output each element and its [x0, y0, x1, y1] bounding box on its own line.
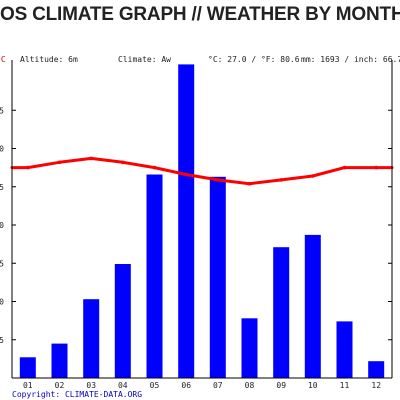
- month-label: 12: [371, 381, 381, 390]
- left-axis-tick-label: 5: [0, 336, 4, 345]
- left-axis-tick-label: 35: [0, 106, 4, 115]
- precipitation-bar: [241, 318, 258, 378]
- left-axis-tick-label: 30: [0, 145, 4, 154]
- temperature-point: [26, 165, 30, 170]
- precipitation-bar: [83, 299, 100, 378]
- temperature-point: [89, 156, 93, 161]
- left-axis-tick-label: 15: [0, 259, 4, 268]
- temperature-point: [311, 174, 315, 178]
- chart-axes: [11, 60, 393, 379]
- month-label: 09: [276, 381, 286, 390]
- temperature-point: [57, 160, 62, 165]
- page-title: OS CLIMATE GRAPH // WEATHER BY MONTH: [0, 4, 400, 25]
- temperature-point: [216, 178, 220, 182]
- month-label: 08: [245, 381, 255, 390]
- left-axis-tick-label: 20: [0, 221, 4, 230]
- temperature-point: [342, 165, 347, 170]
- climate-text: Climate: Aw: [118, 55, 171, 64]
- precipitation-bar: [146, 174, 163, 378]
- precipitation-total-text: mm: 1693 / inch: 66.7: [301, 55, 400, 64]
- temperature-line: [10, 156, 394, 186]
- month-tick-labels: 01 02 03 04 05 06 07 08 09 10 11 12: [23, 381, 381, 390]
- temperature-point: [121, 160, 125, 165]
- left-axis-unit: °C: [0, 55, 6, 64]
- left-axis-tick-labels: 5 10 15 20 25 30 35: [0, 106, 4, 344]
- temperature-average-text: °C: 27.0 / °F: 80.6: [208, 55, 300, 64]
- precipitation-bar: [273, 247, 290, 378]
- temperature-point: [184, 172, 188, 177]
- temperature-point: [247, 181, 252, 186]
- month-label: 06: [181, 381, 191, 390]
- copyright-text: Copyright: CLIMATE-DATA.ORG: [12, 390, 142, 399]
- month-label: 05: [150, 381, 160, 390]
- altitude-text: Altitude: 6m: [20, 55, 78, 64]
- temperature-line-layer: [10, 156, 394, 186]
- month-label: 10: [308, 381, 318, 390]
- precipitation-bar: [51, 343, 68, 378]
- precipitation-bar: [19, 357, 36, 378]
- temperature-point: [279, 178, 284, 182]
- precipitation-bar: [178, 64, 195, 379]
- month-label: 01: [23, 381, 33, 390]
- precipitation-bar: [368, 361, 385, 378]
- precipitation-bar: [336, 321, 353, 378]
- precipitation-bar: [209, 176, 226, 378]
- temperature-point: [152, 165, 157, 170]
- month-label: 07: [213, 381, 223, 390]
- month-label: 11: [340, 381, 350, 390]
- month-label: 03: [86, 381, 96, 390]
- month-label: 02: [55, 381, 65, 390]
- precipitation-bar: [114, 264, 131, 378]
- left-axis-tick-label: 25: [0, 183, 4, 192]
- precipitation-bar: [304, 234, 321, 378]
- precipitation-bars: [19, 64, 385, 379]
- month-label: 04: [118, 381, 128, 390]
- left-axis-tick-label: 10: [0, 298, 4, 307]
- temperature-point: [374, 165, 379, 170]
